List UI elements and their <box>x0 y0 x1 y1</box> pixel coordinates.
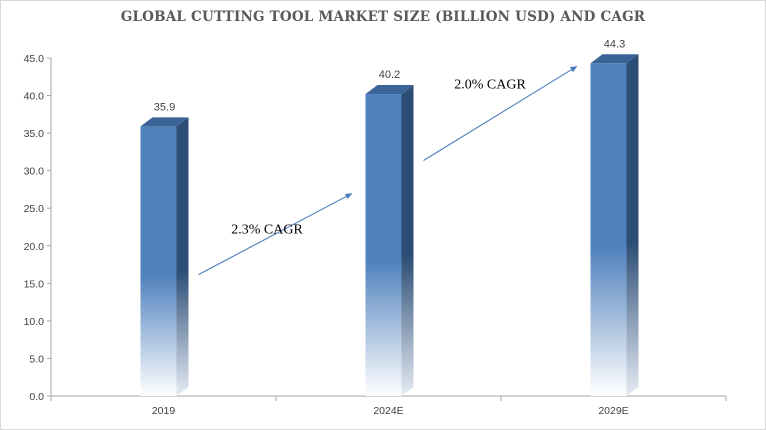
data-label: 44.3 <box>604 38 625 50</box>
cagr-annotation: 2.0% CAGR <box>423 66 578 161</box>
y-tick-label: 20.0 <box>24 241 45 253</box>
cagr-label: 2.3% CAGR <box>231 223 303 238</box>
cagr-annotations: 2.3% CAGR 2.0% CAGR <box>198 66 578 276</box>
bar-2029E: 44.3 <box>590 38 639 396</box>
bar-side <box>176 117 189 397</box>
x-tick-label: 2024E <box>373 405 403 417</box>
cagr-arrow <box>198 193 353 276</box>
bars: 35.9 40.2 44.3 <box>140 38 639 397</box>
y-tick-label: 15.0 <box>24 278 45 290</box>
bar-2024E: 40.2 <box>365 69 414 396</box>
bar-2019: 35.9 <box>140 101 189 397</box>
bar-front <box>365 94 402 396</box>
y-tick-label: 10.0 <box>24 316 45 328</box>
y-tick-label: 5.0 <box>29 353 44 365</box>
cagr-label: 2.0% CAGR <box>454 78 526 93</box>
axes: 0.0 5.0 10.0 15.0 20.0 25.0 30.0 35.0 40.0 45.0 20… <box>24 53 727 417</box>
y-tick-label: 35.0 <box>24 128 45 140</box>
x-tick-label: 2029E <box>598 405 628 417</box>
y-tick-label: 30.0 <box>24 166 45 178</box>
y-tick-label: 40.0 <box>24 91 45 103</box>
y-tick-label: 45.0 <box>24 53 45 65</box>
x-tick-label: 2019 <box>152 405 176 417</box>
bar-top <box>590 54 639 64</box>
data-label: 40.2 <box>379 69 400 81</box>
bar-top <box>140 117 189 127</box>
bar-side <box>626 54 639 396</box>
y-tick-label: 0.0 <box>29 391 44 403</box>
bar-top <box>365 85 414 95</box>
cagr-arrow <box>423 66 578 161</box>
bar-front <box>590 63 627 396</box>
bar-front <box>140 126 177 397</box>
cagr-annotation: 2.3% CAGR <box>198 193 353 276</box>
bar-side <box>401 85 414 396</box>
y-tick-label: 25.0 <box>24 203 45 215</box>
chart-title: GLOBAL CUTTING TOOL MARKET SIZE (BILLION… <box>120 9 646 25</box>
data-label: 35.9 <box>154 101 175 113</box>
